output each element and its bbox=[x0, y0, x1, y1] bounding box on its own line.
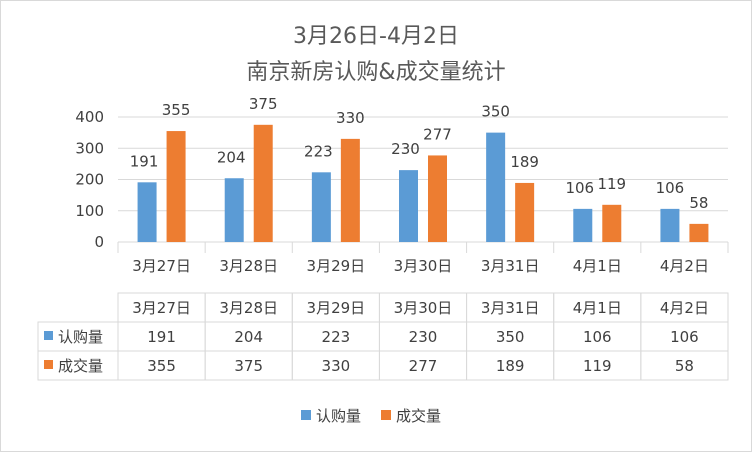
table-header-label: 3月29日 bbox=[307, 299, 366, 317]
table-value: 355 bbox=[147, 357, 176, 375]
table-header-label: 4月1日 bbox=[573, 299, 622, 317]
table-value: 106 bbox=[583, 328, 612, 346]
data-label: 230 bbox=[391, 140, 420, 158]
chart-title-line1: 3月26日-4月2日 bbox=[293, 24, 459, 49]
table-legend-key bbox=[44, 360, 53, 369]
y-axis-ticks: 0 100 200 300 400 bbox=[75, 108, 104, 251]
bar-subscription bbox=[224, 178, 244, 242]
table-header-label: 3月27日 bbox=[132, 299, 191, 317]
table-value: 375 bbox=[234, 357, 263, 375]
gridlines bbox=[117, 116, 729, 253]
table-value: 189 bbox=[496, 357, 525, 375]
legend-label: 认购量 bbox=[316, 407, 361, 425]
x-tick-label: 4月2日 bbox=[660, 257, 709, 275]
y-tick-label: 0 bbox=[94, 233, 104, 251]
legend-key-0 bbox=[301, 410, 311, 420]
data-label: 375 bbox=[249, 95, 278, 113]
table-header-label: 3月28日 bbox=[219, 299, 278, 317]
bar-subscription bbox=[311, 172, 331, 242]
bar-transaction bbox=[253, 124, 273, 242]
table-cell bbox=[640, 350, 729, 381]
table-value: 330 bbox=[322, 357, 351, 375]
bar-subscription bbox=[573, 208, 593, 242]
x-tick-label: 3月29日 bbox=[307, 257, 366, 275]
bars bbox=[137, 124, 709, 242]
table-value: 277 bbox=[409, 357, 438, 375]
data-label: 191 bbox=[130, 152, 159, 170]
table-value: 191 bbox=[147, 328, 176, 346]
x-tick-label: 3月31日 bbox=[481, 257, 540, 275]
x-tick-label: 3月28日 bbox=[219, 257, 278, 275]
table-value: 119 bbox=[583, 357, 612, 375]
table-value: 106 bbox=[670, 328, 699, 346]
bar-subscription bbox=[660, 208, 680, 242]
bar-transaction bbox=[689, 223, 709, 242]
table-series-name: 认购量 bbox=[58, 328, 103, 346]
bar-transaction bbox=[340, 138, 360, 242]
table-header-label: 4月2日 bbox=[660, 299, 709, 317]
chart-title-line2: 南京新房认购&成交量统计 bbox=[246, 60, 505, 85]
legend-key-1 bbox=[381, 410, 391, 420]
data-label: 355 bbox=[162, 101, 191, 119]
table-value: 58 bbox=[675, 357, 694, 375]
legend-label: 成交量 bbox=[396, 407, 441, 425]
table-value: 223 bbox=[322, 328, 351, 346]
x-tick-label: 4月1日 bbox=[573, 257, 622, 275]
table-header-label: 3月31日 bbox=[481, 299, 540, 317]
bar-subscription bbox=[137, 182, 157, 242]
bar-subscription bbox=[399, 170, 418, 242]
table-value: 204 bbox=[234, 328, 263, 346]
bar-transaction bbox=[428, 155, 447, 242]
table-value: 350 bbox=[496, 328, 525, 346]
data-label: 119 bbox=[597, 175, 626, 193]
table-series-name: 成交量 bbox=[58, 357, 103, 375]
data-label: 204 bbox=[217, 148, 246, 166]
x-tick-label: 3月30日 bbox=[394, 257, 453, 275]
table-value: 230 bbox=[409, 328, 438, 346]
y-tick-label: 300 bbox=[75, 139, 104, 157]
bar-transaction bbox=[602, 204, 622, 242]
data-label: 350 bbox=[481, 103, 510, 121]
bar-transaction bbox=[515, 182, 535, 242]
x-tick-label: 3月27日 bbox=[132, 257, 191, 275]
bar-transaction bbox=[166, 131, 186, 242]
data-label: 106 bbox=[565, 179, 594, 197]
bar-subscription bbox=[486, 132, 506, 242]
data-label: 277 bbox=[423, 125, 452, 143]
data-label: 106 bbox=[656, 179, 685, 197]
legend: 认购量 成交量 bbox=[301, 407, 441, 425]
y-tick-label: 100 bbox=[75, 202, 104, 220]
data-label: 58 bbox=[689, 194, 708, 212]
data-label: 330 bbox=[336, 109, 365, 127]
y-tick-label: 400 bbox=[75, 108, 104, 126]
data-label: 223 bbox=[304, 142, 333, 160]
table-header-label: 3月30日 bbox=[394, 299, 453, 317]
table-legend-key bbox=[44, 331, 53, 340]
y-tick-label: 200 bbox=[75, 171, 104, 189]
data-label: 189 bbox=[510, 153, 539, 171]
